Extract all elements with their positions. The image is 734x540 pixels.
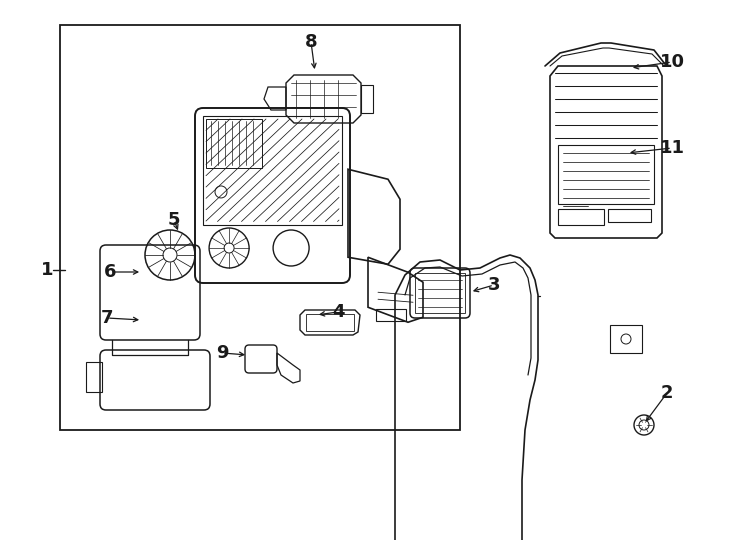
Bar	[306, 314, 354, 331]
Bar	[60, 25, 460, 430]
Text: 3: 3	[488, 276, 501, 294]
Bar	[558, 209, 604, 225]
Bar	[361, 85, 373, 113]
Bar	[558, 145, 654, 204]
Bar	[203, 116, 342, 225]
Text: 11: 11	[660, 139, 685, 157]
Text: 5: 5	[168, 211, 181, 229]
Bar	[206, 119, 261, 168]
Bar	[86, 362, 102, 392]
Text: 2: 2	[661, 384, 673, 402]
Bar	[608, 209, 651, 221]
Text: 6: 6	[103, 263, 116, 281]
Text: 7: 7	[101, 309, 113, 327]
Text: 1: 1	[41, 261, 54, 279]
Bar	[415, 273, 465, 313]
Bar	[610, 325, 642, 353]
Text: 9: 9	[216, 344, 228, 362]
Text: 4: 4	[332, 303, 344, 321]
Text: 10: 10	[660, 53, 685, 71]
Text: 8: 8	[305, 33, 317, 51]
Bar	[376, 309, 406, 321]
